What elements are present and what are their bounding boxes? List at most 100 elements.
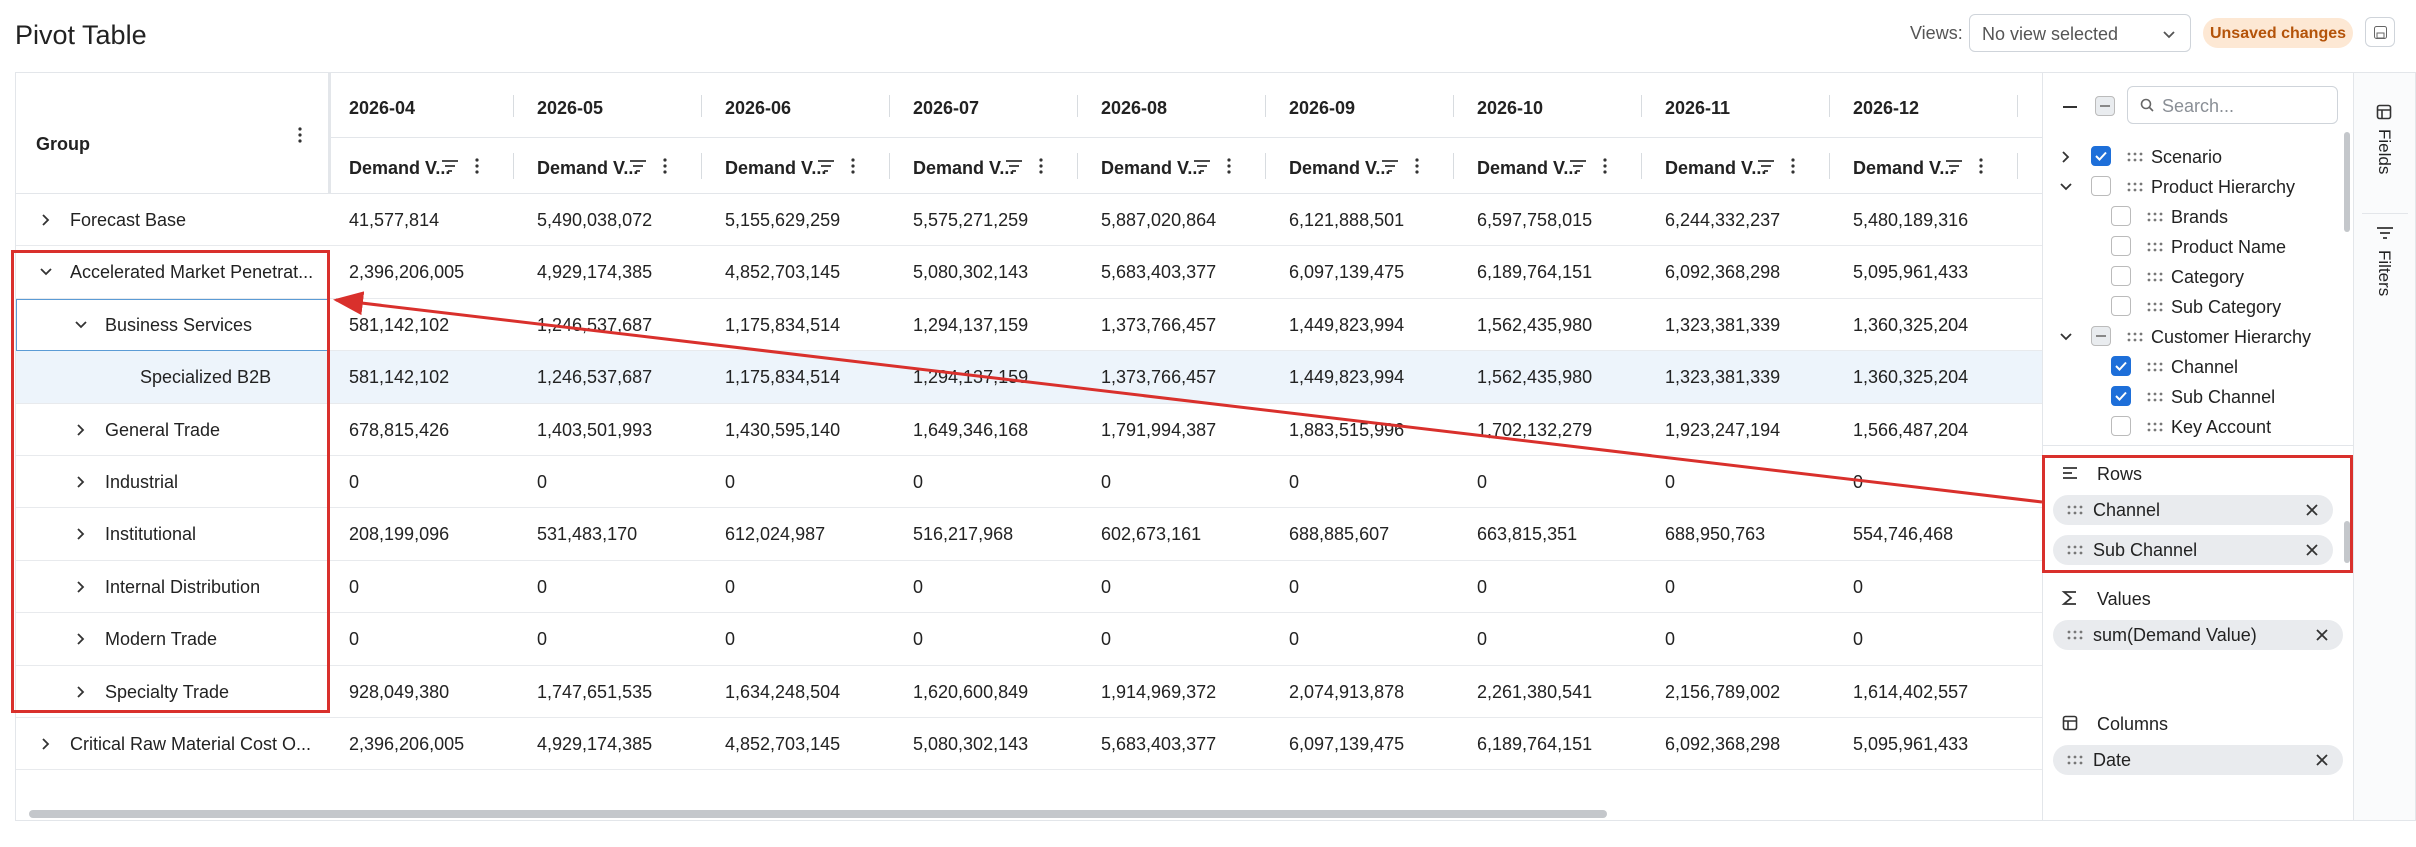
value-cell: 0 bbox=[913, 472, 924, 492]
tab-label[interactable]: Filters bbox=[2375, 250, 2394, 297]
checkbox[interactable] bbox=[2111, 296, 2131, 316]
value-cell: 5,683,403,377 bbox=[1101, 734, 1217, 754]
value-cell: 1,914,969,372 bbox=[1101, 681, 1217, 702]
filter-icon[interactable] bbox=[630, 159, 646, 173]
value-cell: 6,189,764,151 bbox=[1477, 734, 1593, 754]
measure-header: Demand V... bbox=[1101, 158, 1203, 178]
column-menu[interactable] bbox=[851, 158, 855, 174]
value-cell: 1,634,248,504 bbox=[725, 681, 841, 702]
measure-header: Demand V... bbox=[349, 158, 451, 178]
checkbox[interactable] bbox=[2111, 356, 2131, 376]
table-row[interactable]: Accelerated Market Penetrat... 2,396,206,… bbox=[16, 246, 2042, 299]
column-menu[interactable] bbox=[1603, 158, 1607, 174]
checkbox[interactable] bbox=[2091, 146, 2111, 166]
filter-icon[interactable] bbox=[1006, 159, 1022, 173]
tree-toggle[interactable] bbox=[2059, 330, 2073, 344]
checkbox[interactable] bbox=[2111, 206, 2131, 226]
column-menu[interactable] bbox=[663, 158, 667, 174]
expand-toggle[interactable] bbox=[74, 580, 88, 594]
table-row[interactable]: Internal Distribution 0 0 0 0 0 0 0 0 0 bbox=[16, 561, 2042, 614]
h-scrollbar[interactable] bbox=[29, 810, 1607, 818]
table-row[interactable]: Modern Trade 0 0 0 0 0 0 0 0 0 bbox=[16, 613, 2042, 666]
zone-icon bbox=[2061, 591, 2076, 605]
column-menu[interactable] bbox=[1979, 158, 1983, 174]
column-menu[interactable] bbox=[1227, 158, 1231, 174]
measure-header: Demand V... bbox=[537, 158, 639, 178]
field-chip[interactable]: Sub Channel bbox=[2053, 535, 2333, 565]
filter-icon[interactable] bbox=[1194, 159, 1210, 173]
table-row[interactable]: Forecast Base 41,577,814 5,490,038,072 5,15… bbox=[16, 194, 2042, 247]
tab-icon[interactable] bbox=[2377, 226, 2393, 240]
tab-label[interactable]: Fields bbox=[2375, 129, 2394, 175]
expand-toggle[interactable] bbox=[74, 423, 88, 437]
group-label: Specialized B2B bbox=[140, 367, 272, 388]
value-cell: 1,430,595,140 bbox=[725, 419, 841, 440]
expand-toggle[interactable] bbox=[74, 632, 88, 646]
expand-toggle[interactable] bbox=[39, 737, 53, 751]
value-cell: 1,246,537,687 bbox=[537, 314, 653, 335]
header-divider bbox=[328, 137, 2042, 138]
expand-toggle[interactable] bbox=[74, 527, 88, 541]
filter-icon[interactable] bbox=[1570, 159, 1586, 173]
field-chip[interactable]: Channel bbox=[2053, 495, 2333, 525]
tree-toggle[interactable] bbox=[2059, 150, 2073, 164]
value-cell: 928,049,380 bbox=[349, 681, 450, 702]
value-cell: 1,614,402,557 bbox=[1853, 681, 1969, 702]
remove-chip[interactable] bbox=[2316, 754, 2328, 766]
value-cell: 2,074,913,878 bbox=[1289, 681, 1405, 702]
value-cell: 5,095,961,433 bbox=[1853, 734, 1969, 754]
column-menu[interactable] bbox=[1791, 158, 1795, 174]
value-cell: 581,142,102 bbox=[349, 314, 450, 335]
value-cell: 0 bbox=[1289, 472, 1300, 492]
remove-chip[interactable] bbox=[2306, 504, 2318, 516]
group-label: Institutional bbox=[105, 524, 197, 545]
table-row[interactable]: Critical Raw Material Cost O... 2,396,206… bbox=[16, 718, 2042, 771]
value-cell: 2,156,789,002 bbox=[1665, 681, 1781, 702]
expand-toggle[interactable] bbox=[39, 265, 53, 279]
value-cell: 688,950,763 bbox=[1665, 524, 1766, 545]
filter-icon[interactable] bbox=[1946, 159, 1962, 173]
field-chip[interactable]: sum(Demand Value) bbox=[2053, 620, 2343, 650]
remove-chip[interactable] bbox=[2316, 629, 2328, 641]
unsaved-text: Unsaved changes bbox=[2209, 25, 2347, 42]
value-cell: 0 bbox=[913, 629, 924, 650]
column-menu[interactable] bbox=[1415, 158, 1419, 174]
expand-toggle[interactable] bbox=[74, 475, 88, 489]
field-chip[interactable]: Date bbox=[2053, 745, 2343, 775]
view-select[interactable]: No view selected bbox=[1969, 14, 2191, 52]
value-cell: 6,121,888,501 bbox=[1289, 210, 1405, 230]
filter-icon[interactable] bbox=[1382, 159, 1398, 173]
tree-toggle[interactable] bbox=[2059, 180, 2073, 194]
checkbox[interactable] bbox=[2111, 236, 2131, 256]
drag-handle bbox=[2147, 362, 2163, 372]
expand-toggle[interactable] bbox=[74, 318, 88, 332]
field-label: Product Hierarchy bbox=[2151, 177, 2296, 197]
chip-label: Channel bbox=[2093, 500, 2161, 520]
column-separator bbox=[1077, 95, 1078, 117]
expand-toggle[interactable] bbox=[74, 685, 88, 699]
column-menu[interactable] bbox=[1039, 158, 1043, 174]
remove-chip[interactable] bbox=[2306, 544, 2318, 556]
filter-icon[interactable] bbox=[442, 159, 458, 173]
save-button[interactable] bbox=[2365, 17, 2395, 47]
checkbox[interactable] bbox=[2091, 326, 2111, 346]
expand-toggle[interactable] bbox=[39, 213, 53, 227]
save-icon bbox=[2374, 26, 2387, 39]
zone-title: Values bbox=[2097, 589, 2151, 609]
collapse-all[interactable] bbox=[2063, 105, 2079, 109]
checkbox[interactable] bbox=[2111, 266, 2131, 286]
header-background bbox=[16, 73, 2042, 194]
column-menu[interactable] bbox=[475, 158, 479, 174]
tab-icon[interactable] bbox=[2376, 104, 2393, 120]
side-panel: Search... Scenario Product Hierarchy Brands… bbox=[2042, 72, 2354, 821]
group-menu[interactable] bbox=[298, 127, 302, 143]
checkbox[interactable] bbox=[2111, 416, 2131, 436]
value-cell: 1,562,435,980 bbox=[1477, 314, 1593, 335]
checkbox[interactable] bbox=[2111, 386, 2131, 406]
filter-icon[interactable] bbox=[818, 159, 834, 173]
checkbox[interactable] bbox=[2091, 176, 2111, 196]
table-row[interactable]: Institutional 208,199,096 531,483,170 612,0… bbox=[16, 508, 2042, 561]
filter-icon[interactable] bbox=[1758, 159, 1774, 173]
search-box[interactable]: Search... bbox=[2127, 86, 2338, 124]
table-row[interactable]: Specialty Trade 928,049,380 1,747,651,535 1… bbox=[16, 666, 2042, 718]
